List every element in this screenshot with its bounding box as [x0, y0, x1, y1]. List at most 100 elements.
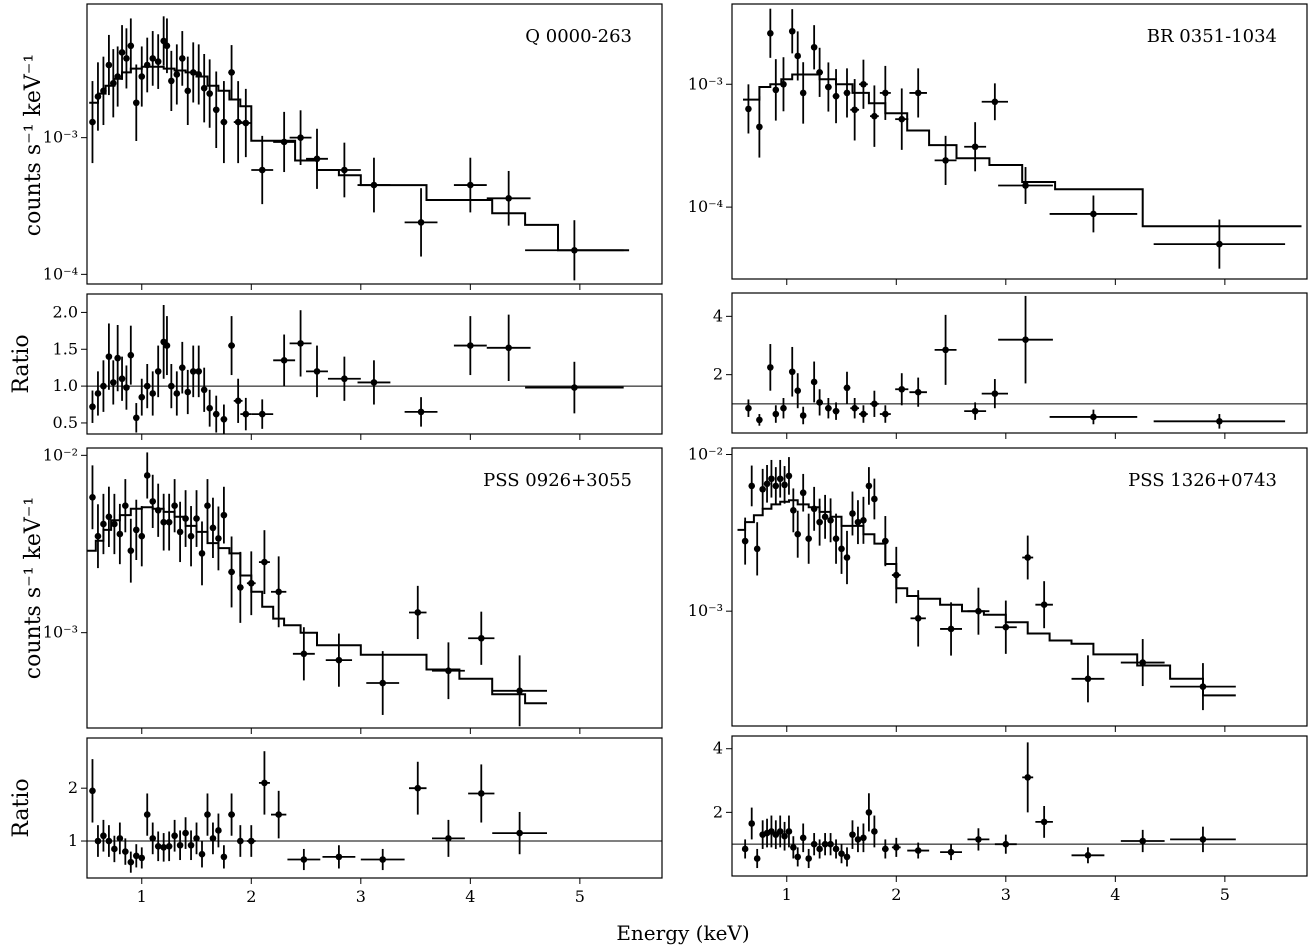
data-point [184, 87, 192, 95]
data-point [237, 584, 244, 591]
y-tick-label: 10⁻⁴ [43, 264, 78, 283]
data-point [505, 195, 512, 202]
data-point [865, 482, 873, 490]
data-point [882, 89, 889, 97]
data-point [516, 829, 523, 837]
data-point [379, 679, 387, 687]
data-point [100, 520, 107, 528]
data-point [154, 843, 162, 850]
x-tick-label: 3 [356, 887, 366, 906]
data-point [370, 379, 378, 386]
data-point [242, 119, 250, 127]
data-point [571, 246, 578, 254]
data-point [892, 571, 900, 579]
data-point [776, 828, 784, 835]
data-point [122, 502, 129, 510]
data-point [123, 384, 130, 391]
data-point [477, 634, 485, 642]
data-point [816, 69, 823, 76]
data-point [109, 79, 117, 87]
x-tick-label: 5 [1220, 885, 1230, 904]
data-point [335, 656, 343, 664]
data-point [947, 848, 955, 856]
data-point [1139, 659, 1147, 666]
data-point [816, 518, 823, 526]
y-tick-label: 10⁻⁴ [688, 197, 723, 216]
data-point [94, 532, 102, 540]
data-point [111, 845, 118, 853]
data-point [228, 811, 235, 818]
plot-frame [731, 735, 1308, 877]
data-point [300, 650, 308, 658]
data-point [882, 537, 889, 545]
data-point [182, 829, 189, 837]
y-tick-label: 10⁻² [688, 444, 723, 463]
data-point [204, 502, 211, 510]
data-point [143, 382, 151, 390]
data-point [138, 73, 146, 80]
plot-frame [731, 447, 1308, 727]
data-point [228, 342, 235, 349]
data-point [94, 390, 102, 397]
data-point [280, 357, 288, 364]
data-point [313, 368, 321, 375]
data-point [860, 410, 867, 418]
data-point [149, 835, 157, 842]
data-point [892, 844, 900, 851]
data-point [220, 511, 228, 519]
data-point [247, 837, 255, 845]
data-point [799, 89, 807, 97]
data-point [1090, 210, 1097, 218]
data-point [178, 55, 186, 62]
data-point [745, 105, 752, 113]
data-point [1002, 623, 1010, 631]
data-point [228, 568, 235, 576]
x-tick-label: 1 [137, 887, 147, 906]
data-point [851, 106, 858, 114]
data-point [794, 530, 802, 538]
data-point [143, 811, 151, 818]
data-point [132, 99, 140, 107]
plot-frame [86, 3, 663, 285]
data-point [748, 820, 756, 827]
data-point [860, 517, 867, 524]
data-point [100, 382, 107, 390]
data-point [300, 856, 308, 863]
data-point [991, 390, 999, 397]
model-step-line [737, 499, 1236, 697]
data-point [1002, 840, 1010, 848]
data-point [794, 853, 802, 861]
x-tick-label: 3 [1001, 885, 1011, 904]
data-point [379, 856, 387, 863]
data-point [114, 73, 121, 80]
data-point [810, 840, 818, 848]
panel-pss1326-ratio: 1 2 3 4 5 2 4 [713, 735, 1308, 904]
data-point [138, 393, 146, 401]
data-point [168, 382, 175, 390]
data-point [756, 123, 763, 131]
data-point [94, 837, 102, 845]
data-point [193, 835, 200, 842]
data-point [1216, 418, 1223, 425]
y-axis-label: counts s⁻¹ keV⁻¹ [21, 54, 46, 236]
data-point [1024, 774, 1032, 781]
data-point [914, 847, 922, 854]
data-point [100, 87, 107, 95]
x-tick-label: 2 [246, 887, 256, 906]
panel-title: PSS 1326+0743 [1128, 470, 1277, 491]
data-point [127, 42, 135, 50]
data-point [805, 855, 812, 862]
data-point [234, 397, 242, 405]
data-point [571, 384, 578, 391]
panel-pss1326-spectrum: 10⁻² 10⁻³ PSS 1326+0743 [688, 444, 1308, 732]
y-tick-label: 10⁻³ [43, 128, 78, 147]
data-point [258, 410, 266, 418]
data-point [165, 518, 173, 526]
data-point [160, 518, 167, 526]
data-point [209, 835, 217, 842]
plot-frame [731, 3, 1308, 280]
data-point [89, 118, 96, 126]
data-point [178, 364, 186, 371]
y-tick-label: 2.0 [53, 302, 78, 321]
